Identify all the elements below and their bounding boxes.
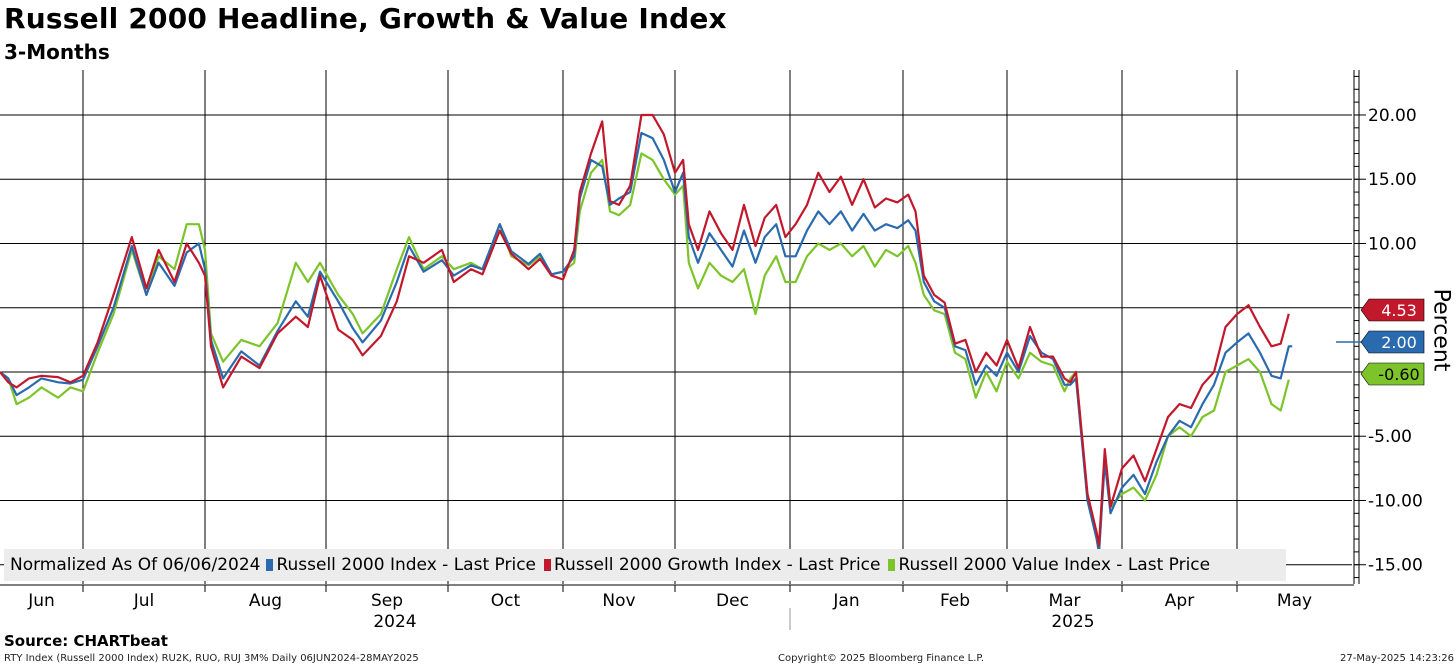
footer-copyright: Copyright© 2025 Bloomberg Finance L.P. bbox=[778, 653, 985, 664]
x-tick-label: Jul bbox=[133, 591, 155, 611]
legend-label-russell-2000-growth: Russell 2000 Growth Index - Last Price bbox=[554, 555, 881, 575]
x-tick-label: Mar bbox=[1048, 591, 1080, 611]
end-value-tag bbox=[1360, 298, 1425, 322]
chart-subtitle: 3-Months bbox=[4, 40, 110, 64]
x-tick-label: Sep bbox=[371, 591, 403, 611]
end-value-tag bbox=[1360, 330, 1425, 354]
y-tick-label: 10.00 bbox=[1368, 234, 1417, 254]
x-tick-label: Nov bbox=[602, 591, 635, 611]
footer-timestamp: 27-May-2025 14:23:26 bbox=[1340, 653, 1454, 664]
legend-swatch-russell-2000-value bbox=[888, 559, 896, 571]
end-value-label: -0.60 bbox=[1378, 365, 1419, 384]
legend-swatch-russell-2000 bbox=[266, 559, 274, 571]
x-year-label: 2025 bbox=[1051, 612, 1094, 632]
y-tick-label: -10.00 bbox=[1368, 491, 1423, 511]
x-tick-label: Oct bbox=[491, 591, 521, 611]
footer-series-info: RTY Index (Russell 2000 Index) RU2K, RUO… bbox=[4, 653, 419, 664]
x-tick-label: Jan bbox=[832, 591, 859, 611]
chart-title: Russell 2000 Headline, Growth & Value In… bbox=[4, 2, 727, 35]
x-tick-label: Dec bbox=[716, 591, 749, 611]
y-tick-label: -15.00 bbox=[1368, 556, 1423, 576]
legend-swatch-russell-2000-growth bbox=[544, 559, 551, 571]
legend-label-russell-2000-value: Russell 2000 Value Index - Last Price bbox=[898, 555, 1211, 575]
end-value-label: 2.00 bbox=[1381, 333, 1417, 352]
legend-item-russell-2000: Russell 2000 Index - Last Price bbox=[266, 555, 536, 575]
series-line bbox=[0, 131, 1293, 553]
legend-label-russell-2000: Russell 2000 Index - Last Price bbox=[276, 555, 536, 575]
x-tick-label: May bbox=[1277, 591, 1312, 611]
y-axis-label: Percent bbox=[1428, 288, 1454, 372]
source-note: Source: CHARTbeat bbox=[4, 632, 168, 650]
x-tick-label: Aug bbox=[249, 591, 282, 611]
legend-item-russell-2000-growth: Russell 2000 Growth Index - Last Price bbox=[544, 555, 880, 575]
end-value-tag bbox=[1360, 362, 1425, 386]
x-tick-label: Apr bbox=[1165, 591, 1194, 611]
series-line bbox=[0, 113, 1290, 547]
legend-item-russell-2000-value: Russell 2000 Value Index - Last Price bbox=[888, 555, 1210, 575]
y-tick-label: 15.00 bbox=[1368, 170, 1417, 190]
x-tick-label: Jun bbox=[27, 591, 55, 611]
x-year-label: 2024 bbox=[373, 612, 416, 632]
x-tick-label: Feb bbox=[940, 591, 970, 611]
legend-header: Normalized As Of 06/06/2024 bbox=[10, 555, 261, 575]
series-line bbox=[0, 152, 1290, 556]
end-value-label: 4.53 bbox=[1381, 301, 1417, 320]
y-tick-label: -5.00 bbox=[1368, 427, 1412, 447]
chart-legend: Normalized As Of 06/06/2024 Russell 2000… bbox=[4, 549, 1286, 581]
y-tick-label: 20.00 bbox=[1368, 106, 1417, 126]
